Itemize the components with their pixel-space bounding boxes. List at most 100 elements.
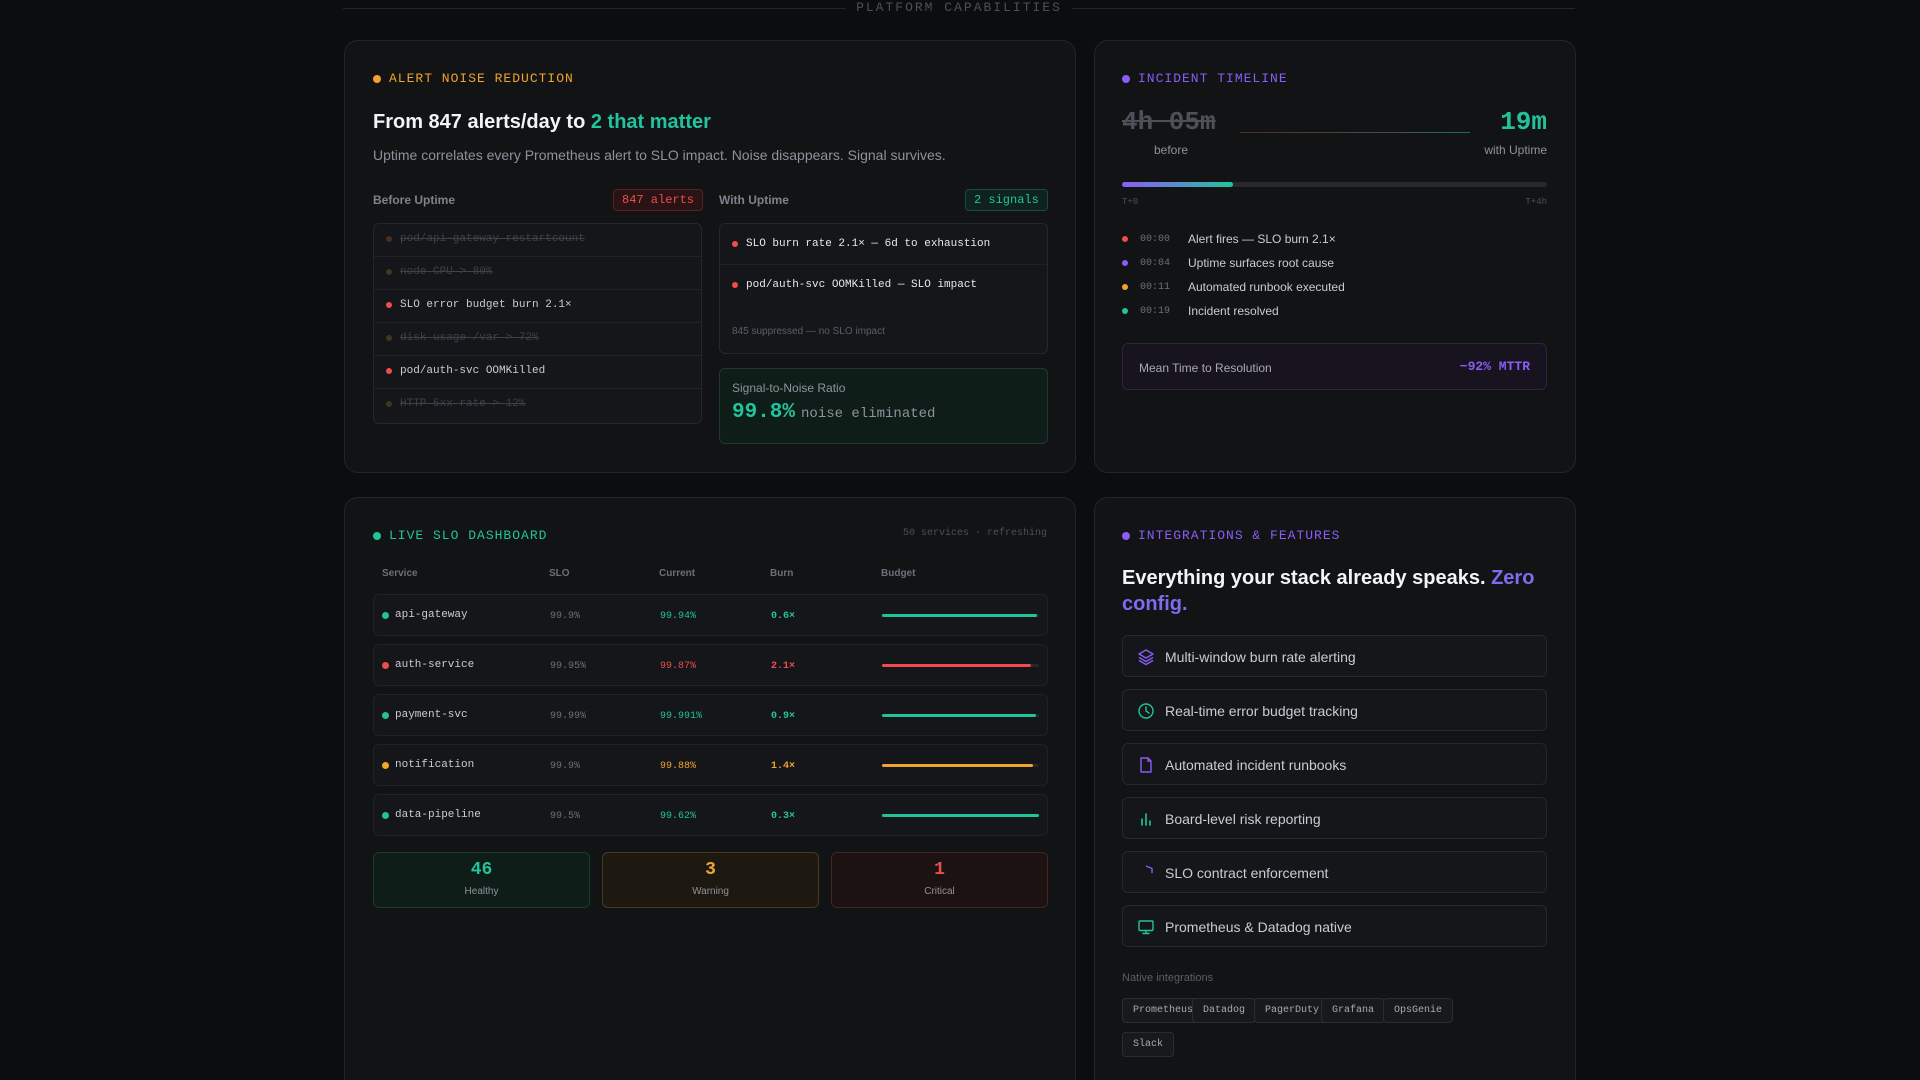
snr-box: Signal-to-Noise Ratio 99.8% noise elimin… (719, 368, 1048, 444)
status-dot (386, 236, 392, 242)
integration-tag-datadog[interactable]: Datadog (1192, 998, 1257, 1023)
budget-bar-fill (882, 764, 1033, 767)
alert-noise-card: ALERT NOISE REDUCTION From 847 alerts/da… (344, 40, 1076, 473)
alert-text: node CPU > 80% (400, 266, 493, 278)
noise-headline: From 847 alerts/day to 2 that matter (373, 111, 711, 134)
integration-tag-slack[interactable]: Slack (1122, 1032, 1175, 1057)
signal-text: pod/auth-svc OOMKilled — SLO impact (746, 279, 978, 291)
slo-target: 99.95% (550, 661, 587, 672)
comparison-line (1240, 132, 1470, 133)
integration-tag-prometheus[interactable]: Prometheus (1122, 998, 1205, 1023)
status-dot (382, 611, 389, 619)
event-time: 00:04 (1140, 257, 1171, 269)
status-dot (732, 282, 738, 288)
timeline-progress-track (1122, 182, 1547, 187)
list-item: node CPU > 80% (386, 266, 492, 278)
budget-bar-track (882, 814, 1039, 817)
stat-label: Critical (924, 886, 955, 897)
mttr-box: Mean Time to Resolution −92% MTTR (1122, 343, 1547, 390)
list-item: pod/api-gateway restartcount (386, 233, 585, 245)
event-text: Automated runbook executed (1188, 280, 1345, 294)
after-duration-label: with Uptime (1484, 143, 1547, 157)
burn-rate: 0.9× (771, 711, 796, 722)
card-title: INCIDENT TIMELINE (1122, 71, 1288, 86)
before-duration: 4h 05m (1122, 107, 1216, 137)
event-time: 00:19 (1140, 305, 1171, 317)
budget-bar-track (882, 614, 1039, 617)
live-slo-dashboard-card: LIVE SLO DASHBOARD 50 services · refresh… (344, 497, 1076, 1080)
list-item: pod/auth-svc OOMKilled (386, 365, 545, 377)
feature-label: Automated incident runbooks (1165, 757, 1347, 773)
column-header-slo: SLO (549, 568, 570, 579)
budget-bar-fill (882, 614, 1038, 617)
headline-accent: 2 that matter (590, 111, 711, 133)
divider (374, 388, 701, 389)
alert-text: disk usage /var > 72% (400, 332, 539, 344)
status-dot (382, 811, 389, 819)
headline-text: From 847 alerts/day to (373, 111, 591, 133)
burn-rate: 0.6× (771, 611, 796, 622)
status-dot (1122, 74, 1130, 83)
section-header: PLATFORM CAPABILITIES (343, 0, 1575, 16)
feature-label: Multi-window burn rate alerting (1165, 649, 1356, 665)
incident-timeline-card: INCIDENT TIMELINE 4h 05m before 19m with… (1094, 40, 1576, 473)
alerts-count-pill: 847 alerts (613, 189, 704, 211)
stat-label: Warning (692, 886, 729, 897)
status-dot (382, 661, 389, 669)
table-row[interactable]: auth-service 99.95% 99.87% 2.1× (373, 644, 1048, 686)
suppressed-note: 845 suppressed — no SLO impact (732, 326, 885, 337)
integration-tag-pagerduty[interactable]: PagerDuty (1254, 998, 1331, 1023)
card-title: INTEGRATIONS & FEATURES (1122, 528, 1340, 543)
section-divider-left (343, 8, 846, 9)
table-row[interactable]: notification 99.9% 99.88% 1.4× (373, 744, 1048, 786)
list-item: SLO error budget burn 2.1× (386, 299, 572, 311)
status-dot (382, 711, 389, 719)
list-item: HTTP 5xx rate > 12% (386, 398, 525, 410)
snr-value-row: 99.8% noise eliminated (732, 401, 935, 424)
native-integrations-label: Native integrations (1122, 972, 1214, 984)
stat-value: 46 (470, 860, 493, 880)
feature-item: Real-time error budget tracking (1122, 689, 1547, 731)
service-name: data-pipeline (395, 809, 481, 821)
alert-text: SLO error budget burn 2.1× (400, 299, 572, 311)
stat-label: Healthy (464, 886, 499, 897)
snr-suffix: noise eliminated (801, 406, 936, 422)
status-dot (1122, 531, 1130, 540)
table-row[interactable]: payment-svc 99.99% 99.991% 0.9× (373, 694, 1048, 736)
status-dot (382, 761, 389, 769)
mttr-value: −92% MTTR (1459, 359, 1530, 374)
integration-tag-opsgenie[interactable]: OpsGenie (1383, 998, 1454, 1023)
service-name: notification (395, 759, 475, 771)
status-dot (1122, 308, 1128, 314)
event-time: 00:11 (1140, 281, 1171, 293)
signals-count-pill: 2 signals (965, 189, 1048, 211)
status-dot (386, 302, 392, 308)
slo-target: 99.9% (550, 761, 581, 772)
divider (374, 256, 701, 257)
timeline-event: 00:04 Uptime surfaces root cause (1122, 256, 1334, 270)
axis-start-label: T+0 (1122, 197, 1139, 207)
divider (374, 289, 701, 290)
card-title: ALERT NOISE REDUCTION (373, 71, 574, 86)
integration-tag-grafana[interactable]: Grafana (1321, 998, 1386, 1023)
section-label: PLATFORM CAPABILITIES (856, 0, 1062, 15)
column-header-current: Current (659, 568, 696, 579)
event-text: Alert fires — SLO burn 2.1× (1188, 232, 1336, 246)
divider (374, 322, 701, 323)
budget-bar-fill (882, 714, 1036, 717)
status-dot (373, 531, 381, 540)
stat-box-warning: 3 Warning (602, 852, 819, 908)
alert-text: pod/api-gateway restartcount (400, 233, 585, 245)
event-time: 00:00 (1140, 233, 1171, 245)
divider (720, 264, 1047, 265)
table-row[interactable]: data-pipeline 99.5% 99.62% 0.3× (373, 794, 1048, 836)
document-icon (1137, 756, 1155, 774)
event-text: Uptime surfaces root cause (1188, 256, 1335, 270)
current-value: 99.94% (660, 611, 697, 622)
status-dot (1122, 284, 1128, 290)
current-value: 99.87% (660, 661, 697, 672)
refresh-status: 50 services · refreshing (902, 528, 1047, 539)
service-name: auth-service (395, 659, 475, 671)
table-row[interactable]: api-gateway 99.9% 99.94% 0.6× (373, 594, 1048, 636)
monitor-icon (1137, 918, 1155, 936)
